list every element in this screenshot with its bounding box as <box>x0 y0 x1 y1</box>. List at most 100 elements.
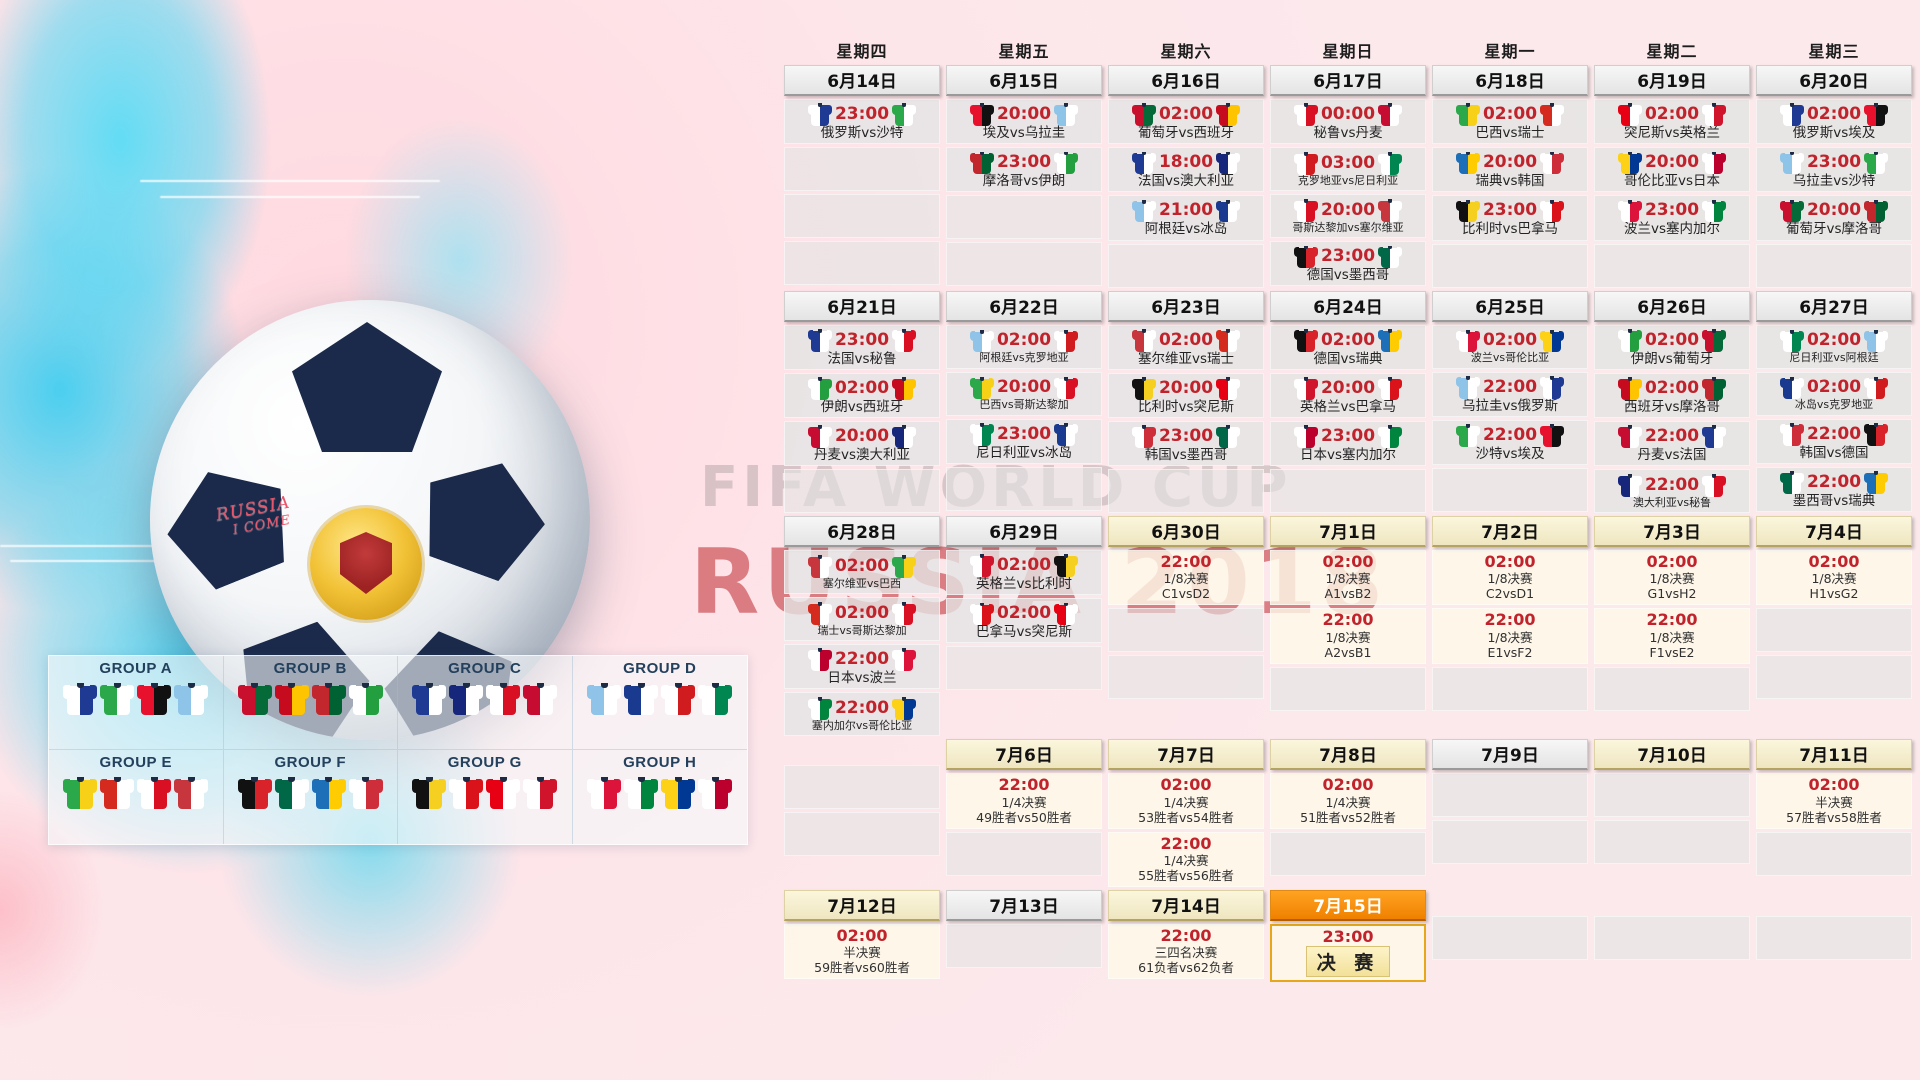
date-tab[interactable]: 7月11日 <box>1756 739 1912 771</box>
date-tab[interactable]: 6月26日 <box>1594 290 1750 322</box>
match-card[interactable]: 22:00 韩国vs德国 <box>1756 418 1912 464</box>
date-tab[interactable]: 7月1日 <box>1270 516 1426 548</box>
group-cell-group-b[interactable]: GROUP B <box>223 656 398 750</box>
date-tab[interactable]: 7月14日 <box>1108 889 1264 921</box>
date-tab[interactable]: 7月6日 <box>946 739 1102 771</box>
match-card[interactable]: 02:00 伊朗vs西班牙 <box>784 372 940 418</box>
date-tab[interactable]: 6月16日 <box>1108 65 1264 96</box>
date-tab[interactable]: 7月15日 <box>1270 889 1426 921</box>
knockout-match-card[interactable]: 22:00 1/8决赛 C1vsD2 <box>1108 550 1264 606</box>
match-card[interactable]: 22:00 丹麦vs法国 <box>1594 420 1750 467</box>
date-tab[interactable]: 6月21日 <box>784 290 940 322</box>
match-card[interactable]: 23:00 摩洛哥vs伊朗 <box>946 147 1102 193</box>
match-card[interactable]: 02:00 阿根廷vs克罗地亚 <box>946 324 1102 369</box>
match-card[interactable]: 23:00 德国vs墨西哥 <box>1270 241 1426 287</box>
match-card[interactable]: 20:00 英格兰vs巴拿马 <box>1270 372 1426 418</box>
group-cell-group-e[interactable]: GROUP E <box>49 750 224 844</box>
match-card[interactable]: 20:00 比利时vs突尼斯 <box>1108 372 1264 418</box>
knockout-match-card[interactable]: 02:00 1/8决赛 G1vsH2 <box>1594 550 1750 606</box>
date-tab[interactable]: 6月23日 <box>1108 290 1264 322</box>
match-card[interactable]: 02:00 巴拿马vs突尼斯 <box>946 598 1102 644</box>
knockout-match-card[interactable]: 02:00 1/4决赛 53胜者vs54胜者 <box>1108 773 1264 829</box>
match-card[interactable]: 02:00 葡萄牙vs西班牙 <box>1108 99 1264 145</box>
knockout-match-card[interactable]: 22:00 1/4决赛 49胜者vs50胜者 <box>946 773 1102 829</box>
match-card[interactable]: 20:00 葡萄牙vs摩洛哥 <box>1756 195 1912 241</box>
knockout-match-card[interactable]: 02:00 1/4决赛 51胜者vs52胜者 <box>1270 773 1426 829</box>
knockout-match-card[interactable]: 22:00 1/8决赛 F1vsE2 <box>1594 608 1750 664</box>
match-card[interactable]: 18:00 法国vs澳大利亚 <box>1108 147 1264 193</box>
match-card[interactable]: 02:00 巴西vs瑞士 <box>1432 99 1588 145</box>
match-card[interactable]: 02:00 英格兰vs比利时 <box>946 550 1102 596</box>
match-card[interactable]: 23:00 乌拉圭vs沙特 <box>1756 147 1912 193</box>
match-card[interactable]: 02:00 瑞士vs哥斯达黎加 <box>784 597 940 642</box>
match-card[interactable]: 02:00 冰岛vs克罗地亚 <box>1756 371 1912 416</box>
group-cell-group-h[interactable]: GROUP H <box>573 750 748 844</box>
date-tab[interactable]: 6月24日 <box>1270 290 1426 322</box>
match-card[interactable]: 02:00 塞尔维亚vs巴西 <box>784 550 940 595</box>
match-card[interactable]: 20:00 瑞典vs韩国 <box>1432 147 1588 193</box>
match-card[interactable]: 23:00 波兰vs塞内加尔 <box>1594 195 1750 241</box>
knockout-match-card[interactable]: 02:00 1/8决赛 C2vsD1 <box>1432 550 1588 606</box>
date-tab[interactable]: 6月17日 <box>1270 65 1426 96</box>
date-tab[interactable]: 6月29日 <box>946 516 1102 548</box>
match-card[interactable]: 22:00 塞内加尔vs哥伦比亚 <box>784 692 940 737</box>
knockout-match-card[interactable]: 02:00 1/8决赛 A1vsB2 <box>1270 550 1426 606</box>
match-card[interactable]: 02:00 尼日利亚vs阿根廷 <box>1756 324 1912 369</box>
match-card[interactable]: 20:00 哥斯达黎加vs塞尔维亚 <box>1270 194 1426 239</box>
knockout-match-card[interactable]: 22:00 1/8决赛 E1vsF2 <box>1432 608 1588 664</box>
match-card[interactable]: 02:00 俄罗斯vs埃及 <box>1756 99 1912 145</box>
date-tab[interactable]: 6月22日 <box>946 290 1102 322</box>
date-tab[interactable]: 6月27日 <box>1756 290 1912 322</box>
match-card[interactable]: 02:00 西班牙vs摩洛哥 <box>1594 372 1750 418</box>
date-tab[interactable]: 7月9日 <box>1432 739 1588 771</box>
group-cell-group-f[interactable]: GROUP F <box>224 750 398 844</box>
date-tab[interactable]: 6月25日 <box>1432 290 1588 322</box>
date-tab[interactable]: 7月13日 <box>946 889 1102 921</box>
knockout-match-card[interactable]: 02:00 半决赛 59胜者vs60胜者 <box>784 923 940 980</box>
knockout-match-card[interactable]: 02:00 1/8决赛 H1vsG2 <box>1756 550 1912 606</box>
knockout-match-card[interactable]: 22:00 1/8决赛 A2vsB1 <box>1270 608 1426 664</box>
date-tab[interactable]: 6月18日 <box>1432 65 1588 96</box>
date-tab[interactable]: 7月7日 <box>1108 739 1264 771</box>
match-card[interactable]: 22:00 乌拉圭vs俄罗斯 <box>1432 371 1588 417</box>
match-card[interactable]: 23:00 法国vs秘鲁 <box>784 324 940 370</box>
match-card[interactable]: 21:00 阿根廷vs冰岛 <box>1108 195 1264 241</box>
date-tab[interactable]: 7月12日 <box>784 889 940 921</box>
match-card[interactable]: 23:00 比利时vs巴拿马 <box>1432 195 1588 241</box>
match-card[interactable]: 20:00 哥伦比亚vs日本 <box>1594 147 1750 193</box>
match-card[interactable]: 23:00 韩国vs墨西哥 <box>1108 420 1264 467</box>
match-card[interactable]: 23:00 俄罗斯vs沙特 <box>784 99 940 145</box>
date-tab[interactable]: 6月30日 <box>1108 516 1264 548</box>
match-card[interactable]: 23:00 日本vs塞内加尔 <box>1270 420 1426 467</box>
match-card[interactable]: 22:00 日本vs波兰 <box>784 644 940 690</box>
match-card[interactable]: 02:00 伊朗vs葡萄牙 <box>1594 324 1750 370</box>
match-card[interactable]: 03:00 克罗地亚vs尼日利亚 <box>1270 147 1426 192</box>
match-card[interactable]: 22:00 墨西哥vs瑞典 <box>1756 466 1912 512</box>
match-card[interactable]: 02:00 德国vs瑞典 <box>1270 324 1426 370</box>
match-card[interactable]: 20:00 巴西vs哥斯达黎加 <box>946 371 1102 416</box>
match-card[interactable]: 00:00 秘鲁vs丹麦 <box>1270 99 1426 145</box>
date-tab[interactable]: 6月20日 <box>1756 65 1912 96</box>
group-cell-group-a[interactable]: GROUP A <box>49 656 224 750</box>
date-tab[interactable]: 6月28日 <box>784 516 940 548</box>
date-tab[interactable]: 7月8日 <box>1270 739 1426 771</box>
date-tab[interactable]: 6月19日 <box>1594 65 1750 96</box>
knockout-match-card[interactable]: 22:00 1/4决赛 55胜者vs56胜者 <box>1108 831 1264 887</box>
date-tab[interactable]: 7月10日 <box>1594 739 1750 771</box>
knockout-match-card[interactable]: 22:00 三四名决赛 61负者vs62负者 <box>1108 923 1264 980</box>
match-card[interactable]: 22:00 沙特vs埃及 <box>1432 419 1588 465</box>
match-card[interactable]: 02:00 波兰vs哥伦比亚 <box>1432 324 1588 369</box>
group-cell-group-d[interactable]: GROUP D <box>572 656 747 750</box>
final-match-card[interactable]: 23:00 决 赛 <box>1270 923 1426 983</box>
date-tab[interactable]: 7月4日 <box>1756 516 1912 548</box>
match-card[interactable]: 02:00 塞尔维亚vs瑞士 <box>1108 324 1264 370</box>
group-cell-group-c[interactable]: GROUP C <box>398 656 573 750</box>
match-card[interactable]: 20:00 丹麦vs澳大利亚 <box>784 420 940 467</box>
knockout-match-card[interactable]: 02:00 半决赛 57胜者vs58胜者 <box>1756 773 1912 829</box>
date-tab[interactable]: 7月3日 <box>1594 516 1750 548</box>
date-tab[interactable]: 6月14日 <box>784 65 940 96</box>
match-card[interactable]: 23:00 尼日利亚vs冰岛 <box>946 418 1102 464</box>
date-tab[interactable]: 6月15日 <box>946 65 1102 96</box>
match-card[interactable]: 22:00 澳大利亚vs秘鲁 <box>1594 469 1750 514</box>
match-card[interactable]: 20:00 埃及vs乌拉圭 <box>946 99 1102 145</box>
